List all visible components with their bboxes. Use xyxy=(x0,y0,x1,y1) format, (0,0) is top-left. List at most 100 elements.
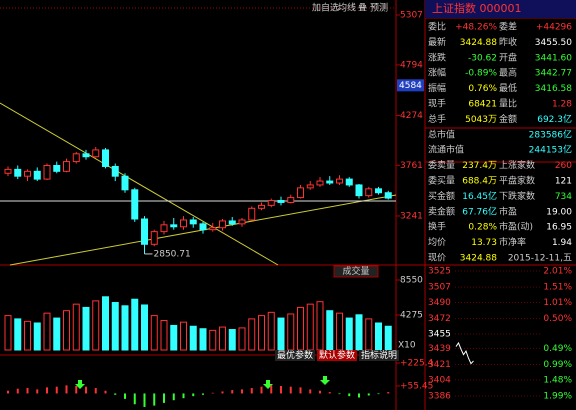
candle-body xyxy=(63,161,70,172)
tab-label[interactable]: 默认参数 xyxy=(319,349,355,361)
y-tick-label: 4794 xyxy=(400,60,423,70)
candle-body xyxy=(355,184,363,197)
volume-bar xyxy=(150,315,158,351)
quote-label: 委卖量 xyxy=(428,159,455,171)
volume-title: 成交量 xyxy=(342,265,369,277)
quote-label: 涨幅 xyxy=(428,67,446,79)
candle-body xyxy=(248,207,256,221)
quote-title: 上证指数 000001 xyxy=(432,1,522,15)
candle-body xyxy=(53,164,61,172)
candle-body xyxy=(160,224,168,233)
volume-bar xyxy=(287,313,295,351)
quote-value: 121 xyxy=(555,177,572,187)
volume-bar xyxy=(170,324,178,351)
trend-line xyxy=(0,102,279,266)
volume-bar xyxy=(267,311,275,351)
volume-bar xyxy=(180,321,187,351)
quote-value: 19.00 xyxy=(546,207,572,217)
quote-label: 流通市值 xyxy=(428,144,464,156)
quote-label: 委买量 xyxy=(428,175,455,187)
candle-body xyxy=(277,200,285,203)
volume-bar xyxy=(297,306,304,351)
tab[interactable] xyxy=(317,350,357,361)
quote-label: 总手 xyxy=(428,113,446,125)
candle-body xyxy=(43,164,51,180)
quote-label: 量比 xyxy=(499,98,517,110)
quote-label: 振幅 xyxy=(428,82,446,94)
quote-value: 3424.88 xyxy=(460,254,497,264)
volume-bar xyxy=(131,298,139,351)
candle-body xyxy=(33,170,41,180)
quote-value: 0.28% xyxy=(468,223,497,233)
volume-bar xyxy=(316,301,324,351)
volume-bar xyxy=(14,318,22,351)
volume-bar xyxy=(209,329,217,351)
quote-label: 现价 xyxy=(428,253,446,264)
volume-bar xyxy=(53,317,61,351)
volume-bar xyxy=(189,325,197,351)
candle-body xyxy=(345,178,353,186)
quote-value: 283586亿 xyxy=(529,128,572,140)
quote-label: 平盘家数 xyxy=(499,175,535,187)
quote-value: 1.94 xyxy=(552,238,572,248)
quote-label: 市盈 xyxy=(499,205,517,217)
volume-bar xyxy=(160,320,168,351)
pct-tick-label: 1.51% xyxy=(543,283,572,293)
y-tick-label: 5307 xyxy=(400,11,423,21)
volume-tab[interactable] xyxy=(333,265,379,278)
candle-body xyxy=(238,219,246,225)
candle-body xyxy=(209,227,217,231)
volume-bar xyxy=(228,329,236,351)
toolbar-button[interactable]: 加自选 xyxy=(312,2,339,14)
candle-body xyxy=(92,149,100,158)
candle-body xyxy=(111,165,119,177)
quote-label: 总市值 xyxy=(428,128,455,140)
volume-bar xyxy=(141,304,148,351)
quote-label: 上涨家数 xyxy=(499,159,535,171)
pct-tick-label: 0.50% xyxy=(543,314,572,324)
y-tick-label: 4274 xyxy=(400,111,423,121)
pct-tick-label: 0.99% xyxy=(543,360,572,370)
quote-value: 16.45亿 xyxy=(462,190,497,202)
quote-value: 3424.88 xyxy=(460,38,497,48)
candle-body xyxy=(365,188,373,197)
y-tick-label: 3455 xyxy=(428,329,451,339)
candle-body xyxy=(4,168,12,174)
candle-body xyxy=(82,153,90,158)
volume-bar xyxy=(43,312,51,351)
tab[interactable] xyxy=(359,350,399,361)
volume-bar xyxy=(33,322,41,351)
quote-label: 市盈(动) xyxy=(499,221,533,233)
candle-body xyxy=(219,220,226,229)
toolbar-button[interactable]: 均线 xyxy=(338,2,356,14)
quote-value: 3442.77 xyxy=(535,69,572,79)
toolbar-button[interactable]: 预测 xyxy=(370,3,388,14)
volume-bar xyxy=(4,315,12,351)
quote-label: 下跌家数 xyxy=(499,190,535,202)
quote-label: 买金额 xyxy=(428,190,455,202)
y-tick-label: 3439 xyxy=(428,344,451,354)
quote-label: 卖金额 xyxy=(428,205,455,217)
quote-value: 692.3亿 xyxy=(537,113,572,125)
y-tick-label: 3241 xyxy=(400,211,423,221)
quote-value: 3455.50 xyxy=(535,38,572,48)
tab[interactable] xyxy=(275,350,315,361)
candle-body xyxy=(228,220,236,225)
volume-bar xyxy=(102,296,109,351)
tab-label[interactable]: 最优参数 xyxy=(277,349,313,361)
quote-value: 68421 xyxy=(468,100,497,110)
price-line xyxy=(455,341,474,365)
candle-body xyxy=(121,175,129,191)
tab-label[interactable]: 指标说明 xyxy=(361,349,397,361)
quote-value: 3441.60 xyxy=(535,53,572,63)
toolbar-button[interactable]: 叠 xyxy=(358,3,367,14)
y-tick-label: 4275 xyxy=(400,311,423,321)
candle-body xyxy=(141,218,148,245)
quote-value: 260 xyxy=(555,161,572,171)
volume-bar xyxy=(345,317,353,351)
volume-bar xyxy=(111,302,119,351)
pct-tick-label: 1.48% xyxy=(543,375,572,385)
quote-label: 涨跌 xyxy=(428,52,446,63)
candle-body xyxy=(287,197,295,203)
candle-body xyxy=(306,184,314,189)
